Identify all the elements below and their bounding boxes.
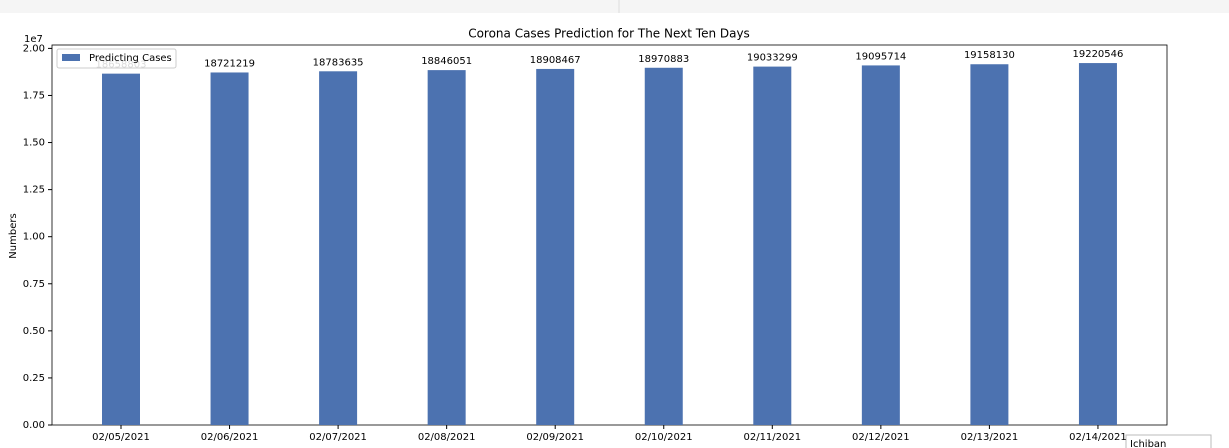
x-tick-label: 02/11/2021 bbox=[743, 432, 801, 443]
y-tick-label: 0.25 bbox=[23, 373, 45, 384]
data-label: 19158130 bbox=[964, 50, 1015, 61]
plot-frame bbox=[51, 44, 1168, 426]
bar bbox=[1078, 63, 1117, 426]
bar bbox=[427, 70, 466, 425]
data-label: 18908467 bbox=[530, 55, 581, 66]
bar bbox=[210, 72, 249, 426]
data-label: 18846051 bbox=[421, 56, 472, 67]
y-tick-label: 1.50 bbox=[23, 138, 45, 149]
data-label: 18783635 bbox=[313, 57, 364, 68]
data-label: 18970883 bbox=[638, 54, 689, 65]
data-label: 18721219 bbox=[204, 58, 255, 69]
bar bbox=[319, 71, 358, 426]
y-offset-label: 1e7 bbox=[24, 34, 43, 45]
x-tick-label: 02/09/2021 bbox=[526, 432, 584, 443]
y-tick-label: 1.00 bbox=[23, 232, 45, 243]
y-tick-label: 1.75 bbox=[23, 90, 45, 101]
y-tick-label: 0.75 bbox=[23, 279, 45, 290]
bar bbox=[102, 73, 140, 426]
bar bbox=[536, 68, 575, 425]
data-label: 19095714 bbox=[855, 51, 906, 62]
legend-swatch bbox=[62, 54, 80, 61]
x-tick-label: 02/10/2021 bbox=[635, 432, 693, 443]
overlay-box bbox=[1125, 434, 1212, 448]
y-tick-label: 2.00 bbox=[23, 43, 45, 54]
bar bbox=[753, 66, 792, 425]
x-tick-label: 02/05/2021 bbox=[92, 432, 150, 443]
x-tick-label: 02/13/2021 bbox=[961, 432, 1019, 443]
bar bbox=[644, 67, 683, 425]
top-bar bbox=[0, 0, 1229, 13]
data-label: 19033299 bbox=[747, 53, 798, 64]
overlay-label: Ichiban bbox=[1130, 439, 1166, 448]
x-tick-label: 02/14/2021 bbox=[1069, 432, 1127, 443]
x-tick-label: 02/12/2021 bbox=[852, 432, 910, 443]
bar bbox=[970, 64, 1009, 426]
legend-box bbox=[56, 48, 177, 69]
legend-label: Predicting Cases bbox=[89, 53, 172, 64]
x-tick-label: 02/08/2021 bbox=[418, 432, 476, 443]
data-label: 19220546 bbox=[1072, 49, 1123, 60]
y-tick-label: 1.25 bbox=[23, 185, 45, 196]
chart-title: Corona Cases Prediction for The Next Ten… bbox=[468, 27, 750, 41]
x-tick-label: 02/07/2021 bbox=[309, 432, 367, 443]
y-axis-label: Numbers bbox=[8, 213, 19, 258]
y-tick-label: 0.00 bbox=[23, 420, 45, 431]
x-tick-label: 02/06/2021 bbox=[201, 432, 259, 443]
y-tick-label: 0.50 bbox=[23, 326, 45, 337]
bar bbox=[861, 65, 900, 426]
